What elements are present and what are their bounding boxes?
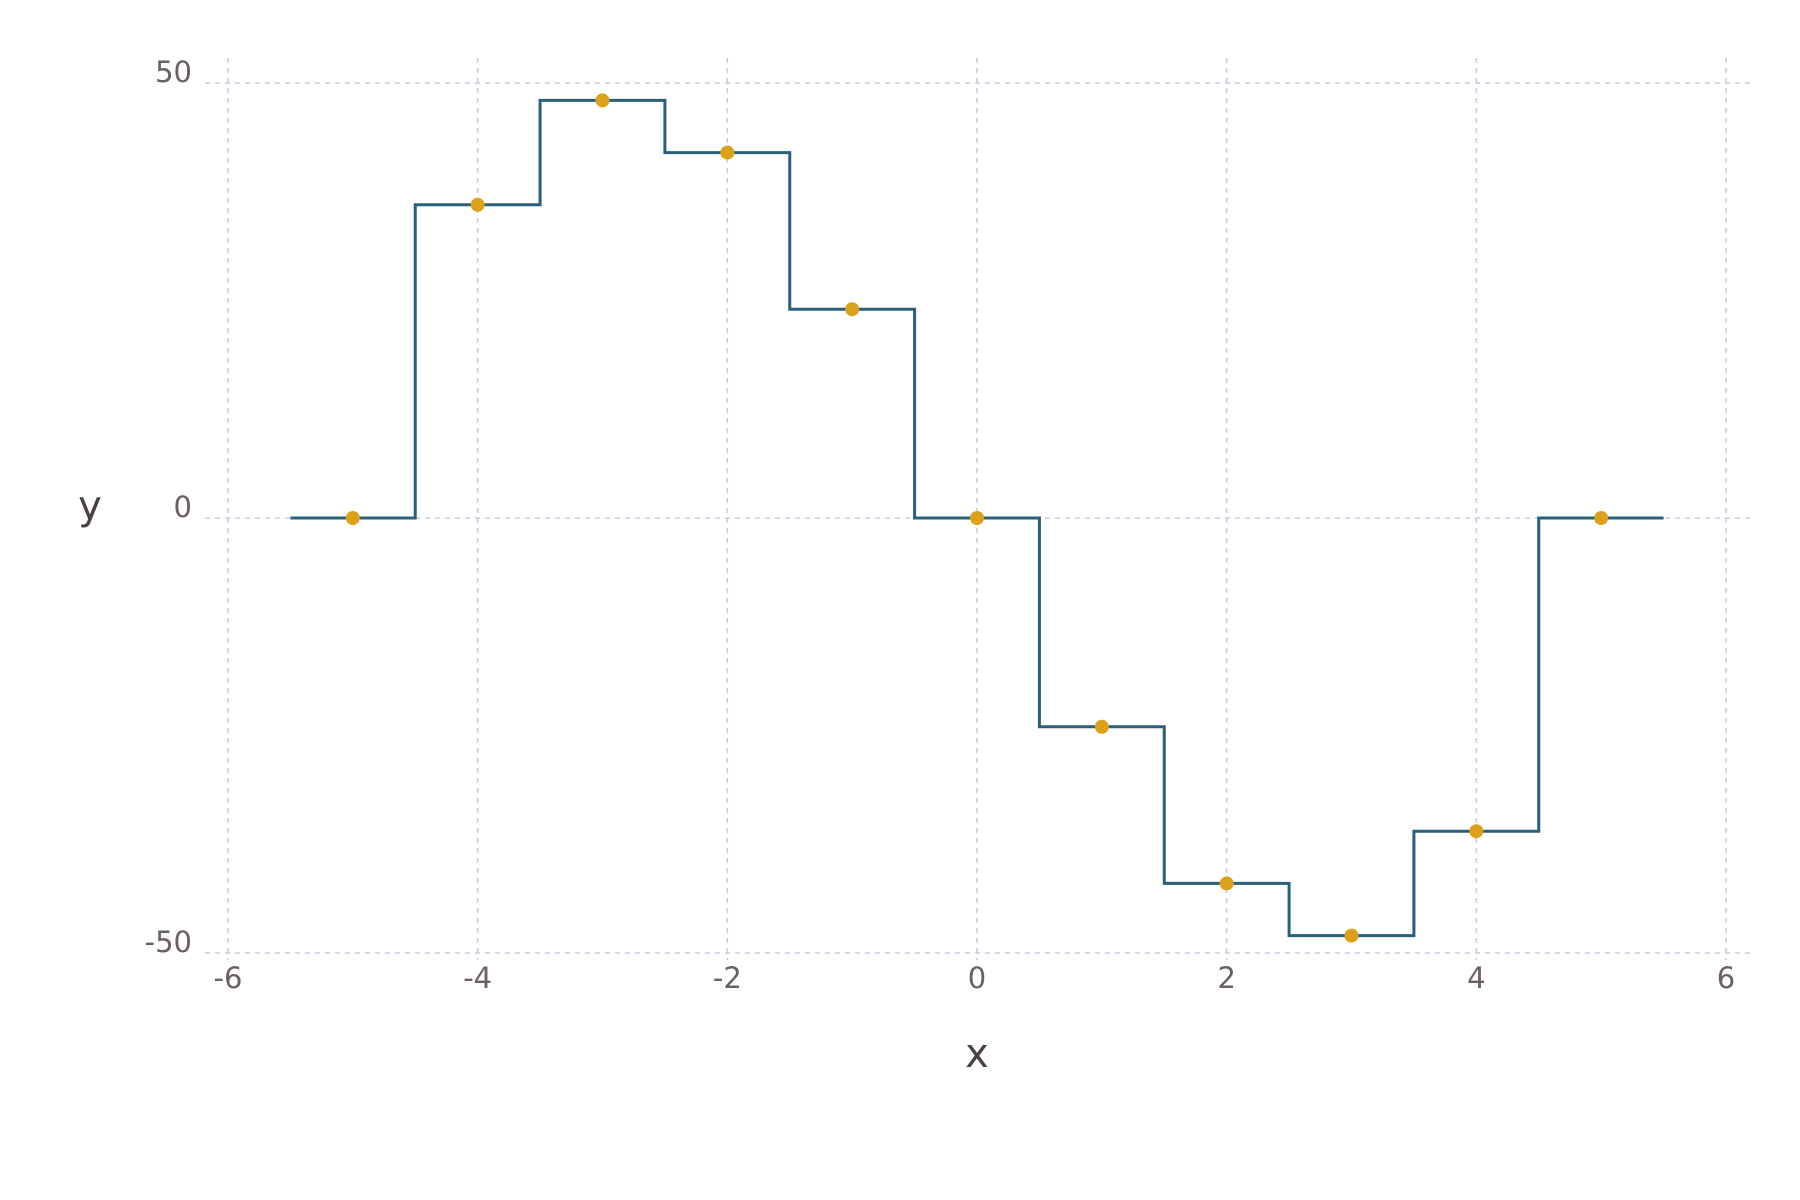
data-point — [845, 302, 860, 317]
x-axis-title: x — [965, 1031, 989, 1077]
x-tick-label: -6 — [214, 961, 243, 995]
data-point — [970, 511, 984, 525]
data-point — [345, 511, 360, 525]
y-tick-label: 50 — [155, 55, 192, 89]
data-point — [1219, 876, 1234, 891]
x-tick-labels: -6 -4 -2 0 2 4 6 — [214, 961, 1736, 995]
x-tick-label: -4 — [463, 961, 492, 995]
x-tick-label: 0 — [968, 961, 986, 995]
data-point — [1594, 511, 1609, 525]
y-tick-label: 0 — [174, 490, 192, 524]
data-point — [720, 145, 735, 160]
y-axis-title: y — [78, 483, 102, 529]
data-point — [1344, 928, 1359, 943]
data-point — [470, 197, 485, 212]
x-tick-label: 2 — [1217, 961, 1235, 995]
data-point — [1469, 824, 1484, 839]
series-layer — [290, 93, 1664, 943]
grid-lines — [205, 58, 1750, 960]
x-tick-label: 6 — [1717, 961, 1735, 995]
y-tick-label: -50 — [145, 925, 192, 959]
y-tick-labels: -50 0 50 — [145, 55, 192, 959]
x-tick-label: -2 — [713, 961, 742, 995]
x-tick-label: 4 — [1467, 961, 1485, 995]
data-point — [1094, 719, 1109, 734]
data-point — [595, 93, 610, 108]
